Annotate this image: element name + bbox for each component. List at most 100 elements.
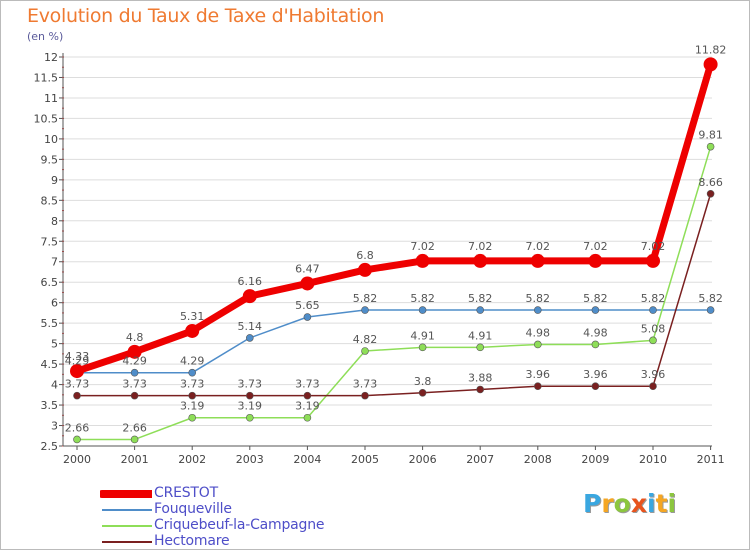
x-tick-label: 2010 bbox=[639, 453, 667, 466]
data-label: 3.88 bbox=[468, 371, 493, 384]
x-tick-label: 2008 bbox=[524, 453, 552, 466]
data-label: 9.81 bbox=[698, 129, 723, 142]
data-label: 3.19 bbox=[180, 400, 205, 413]
legend-label: CRESTOT bbox=[154, 485, 218, 501]
data-label: 5.82 bbox=[641, 292, 666, 305]
y-tick-label: 5.5 bbox=[41, 317, 59, 330]
series-point-3 bbox=[361, 391, 369, 400]
data-label: 5.82 bbox=[583, 292, 608, 305]
series-point-2 bbox=[591, 340, 600, 349]
data-label: 7.02 bbox=[526, 240, 551, 253]
series-point-3 bbox=[706, 189, 715, 198]
series-point-2 bbox=[533, 340, 542, 349]
series-point-1 bbox=[706, 306, 715, 314]
data-label: 5.65 bbox=[295, 299, 320, 312]
y-tick-label: 8.5 bbox=[41, 194, 59, 207]
y-tick-label: 6 bbox=[51, 297, 58, 310]
data-label: 2.66 bbox=[122, 421, 147, 434]
data-label: 3.73 bbox=[180, 378, 205, 391]
series-point-1 bbox=[303, 313, 312, 321]
series-point-1 bbox=[188, 368, 196, 377]
legend-swatch bbox=[102, 525, 152, 527]
series-point-2 bbox=[706, 142, 715, 151]
data-label: 3.73 bbox=[238, 378, 263, 391]
data-label: 6.16 bbox=[238, 275, 263, 288]
data-label: 4.98 bbox=[583, 326, 608, 339]
data-label: 3.73 bbox=[122, 378, 147, 391]
series-point-3 bbox=[303, 391, 312, 400]
data-label: 4.29 bbox=[180, 355, 205, 368]
series-point-0 bbox=[185, 323, 200, 338]
series-point-2 bbox=[361, 347, 369, 355]
series-point-0 bbox=[242, 289, 257, 304]
data-label: 6.47 bbox=[295, 262, 320, 275]
series-point-3 bbox=[73, 391, 81, 400]
data-label: 3.8 bbox=[414, 375, 432, 388]
y-tick-label: 9.5 bbox=[41, 153, 59, 166]
data-label: 5.82 bbox=[353, 292, 378, 305]
series-line-2 bbox=[76, 145, 712, 441]
logo-letter: o bbox=[613, 489, 631, 518]
data-label: 4.8 bbox=[126, 331, 144, 344]
x-tick-label: 2001 bbox=[121, 453, 149, 466]
legend-label: Fouqueville bbox=[154, 501, 232, 517]
data-label: 4.33 bbox=[65, 350, 90, 363]
data-label: 5.82 bbox=[468, 292, 493, 305]
logo-letter: i bbox=[667, 489, 677, 518]
y-tick-label: 4 bbox=[51, 379, 58, 392]
y-tick-label: 6.5 bbox=[41, 276, 59, 289]
y-tick-label: 4.5 bbox=[41, 358, 59, 371]
series-point-3 bbox=[130, 391, 139, 400]
series-point-1 bbox=[130, 368, 139, 377]
series-point-0 bbox=[646, 253, 660, 268]
series-point-2 bbox=[188, 413, 196, 422]
brand-logo: Proxiti bbox=[583, 489, 676, 518]
y-tick-label: 3 bbox=[51, 420, 58, 433]
series-point-0 bbox=[703, 57, 718, 72]
x-tick-label: 2009 bbox=[581, 453, 609, 466]
data-label: 5.82 bbox=[698, 292, 723, 305]
series-point-0 bbox=[358, 262, 372, 277]
logo-letter: P bbox=[583, 489, 602, 518]
y-tick-label: 7.5 bbox=[41, 235, 59, 248]
legend-label: Criquebeuf-la-Campagne bbox=[154, 517, 325, 533]
series-point-3 bbox=[533, 382, 542, 391]
data-label: 7.02 bbox=[410, 240, 435, 253]
y-tick-label: 2.5 bbox=[41, 440, 59, 453]
legend-swatch bbox=[102, 509, 152, 511]
y-tick-label: 12 bbox=[44, 51, 58, 64]
x-tick-label: 2011 bbox=[697, 453, 725, 466]
data-label: 5.82 bbox=[410, 292, 435, 305]
legend-swatch bbox=[102, 541, 152, 543]
series-point-3 bbox=[246, 391, 254, 400]
series-point-3 bbox=[649, 382, 657, 391]
series-point-1 bbox=[418, 306, 427, 314]
x-tick-label: 2002 bbox=[178, 453, 206, 466]
chart-title: Evolution du Taux de Taxe d'Habitation bbox=[27, 5, 385, 27]
series-point-2 bbox=[418, 343, 427, 352]
series-point-3 bbox=[591, 382, 600, 391]
series-point-0 bbox=[70, 364, 84, 379]
data-label: 7.02 bbox=[641, 240, 666, 253]
legend-label: Hectomare bbox=[154, 533, 230, 549]
y-tick-label: 11.5 bbox=[34, 71, 59, 84]
series-point-1 bbox=[533, 306, 542, 314]
y-tick-label: 5 bbox=[51, 338, 58, 351]
series-point-2 bbox=[246, 413, 254, 422]
data-label: 5.14 bbox=[238, 320, 263, 333]
x-tick-label: 2004 bbox=[293, 453, 321, 466]
data-label: 4.29 bbox=[122, 355, 147, 368]
series-point-0 bbox=[530, 253, 545, 268]
data-label: 3.19 bbox=[238, 400, 263, 413]
series-point-3 bbox=[476, 385, 485, 394]
series-point-0 bbox=[300, 276, 315, 291]
series-point-2 bbox=[130, 435, 139, 444]
data-label: 11.82 bbox=[695, 43, 727, 56]
data-label: 4.91 bbox=[410, 329, 435, 342]
data-label: 5.08 bbox=[641, 322, 666, 335]
series-point-0 bbox=[415, 253, 430, 268]
logo-letter: t bbox=[655, 489, 668, 518]
data-label: 7.02 bbox=[583, 240, 608, 253]
series-point-0 bbox=[127, 344, 142, 359]
